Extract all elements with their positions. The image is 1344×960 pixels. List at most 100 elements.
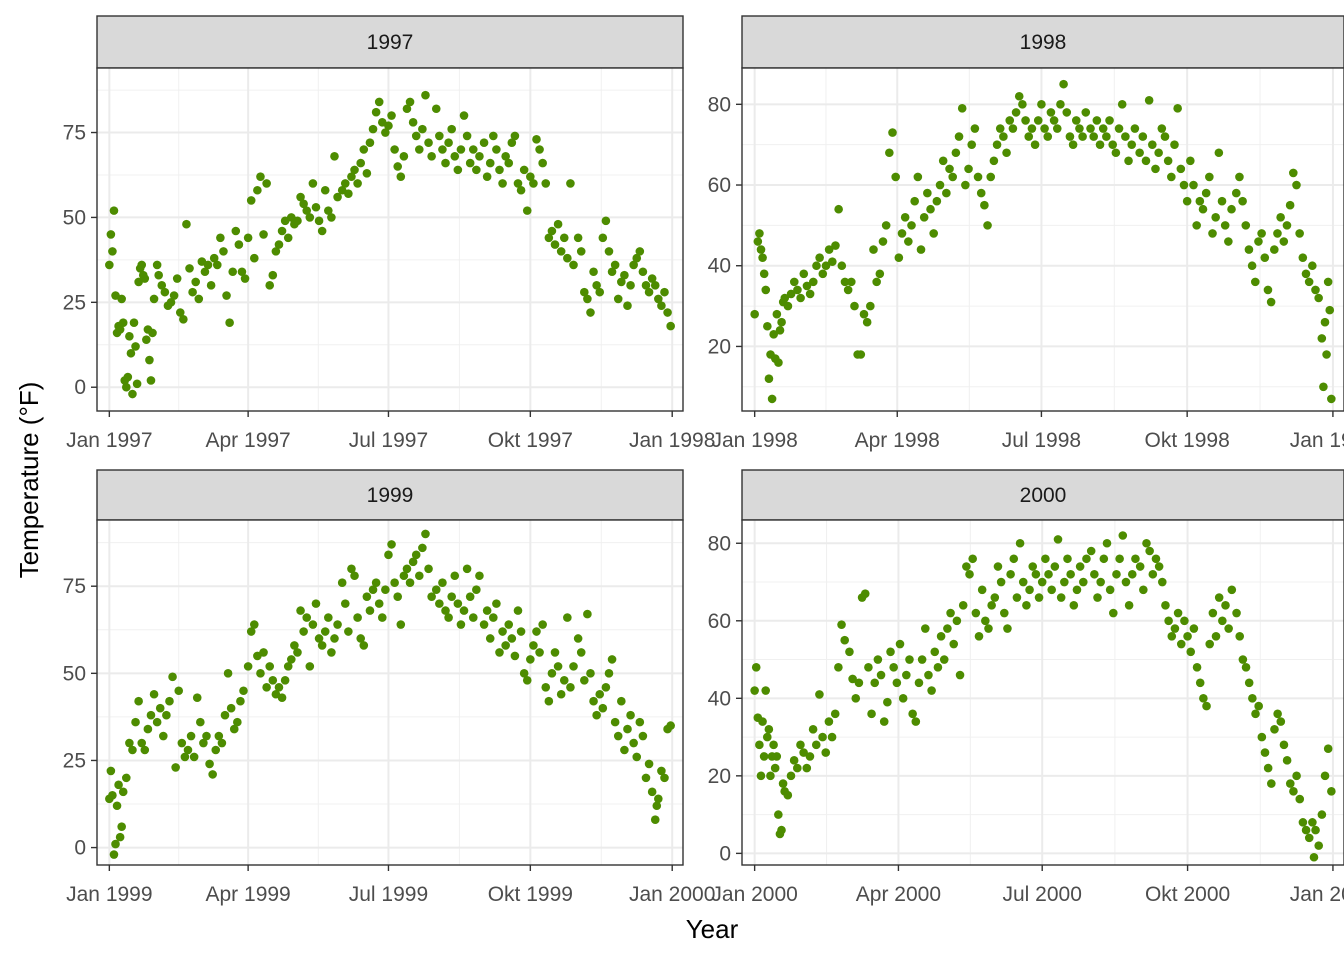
data-point <box>1241 221 1251 230</box>
data-point <box>149 294 159 304</box>
data-point <box>1195 196 1205 206</box>
data-point <box>607 655 617 664</box>
data-point <box>1034 593 1044 602</box>
data-point <box>1176 164 1186 174</box>
data-point <box>1124 156 1133 166</box>
data-point <box>489 613 498 622</box>
data-point <box>848 674 857 684</box>
data-point <box>854 678 864 688</box>
data-point <box>507 138 517 148</box>
data-point <box>519 669 529 678</box>
data-point <box>237 267 247 277</box>
data-point <box>772 752 782 761</box>
data-point <box>663 308 672 317</box>
data-point <box>526 172 535 181</box>
data-point <box>1066 569 1075 579</box>
data-point <box>118 787 128 797</box>
data-point <box>538 620 547 629</box>
data-point <box>756 245 766 254</box>
data-point <box>766 771 775 781</box>
x-tick-label: Jan 1999 <box>66 883 152 906</box>
data-point <box>989 156 999 166</box>
data-point <box>277 693 287 703</box>
data-point <box>1127 140 1137 149</box>
data-point <box>265 662 275 671</box>
data-point <box>152 260 162 270</box>
data-point <box>951 148 961 158</box>
data-point <box>501 151 510 161</box>
data-point <box>644 759 654 769</box>
data-point <box>1044 569 1053 579</box>
x-tick-label: Jan 1999 <box>1290 429 1344 452</box>
data-point <box>226 703 236 713</box>
data-point <box>592 710 601 720</box>
data-point <box>867 709 876 719</box>
data-point <box>1151 554 1161 564</box>
data-point <box>650 815 660 824</box>
data-point <box>821 748 831 757</box>
data-point <box>1250 277 1260 287</box>
data-point <box>638 731 648 741</box>
data-point <box>283 233 293 243</box>
data-point <box>904 237 913 246</box>
data-point <box>175 308 185 317</box>
data-point <box>547 226 557 236</box>
data-point <box>1311 285 1320 295</box>
data-point <box>271 247 281 256</box>
data-point <box>1002 148 1011 158</box>
data-point <box>165 696 174 706</box>
data-point <box>958 600 968 610</box>
data-point <box>405 97 415 107</box>
data-point <box>333 620 342 629</box>
data-point <box>1043 132 1053 141</box>
data-point <box>411 131 421 141</box>
data-point <box>353 613 362 622</box>
data-point <box>183 745 193 755</box>
data-point <box>308 620 318 629</box>
data-point <box>1309 852 1319 862</box>
data-point <box>482 606 492 615</box>
data-point <box>573 634 583 643</box>
data-point <box>408 557 418 567</box>
data-point <box>769 330 778 339</box>
data-point <box>1183 631 1192 641</box>
data-point <box>359 145 369 154</box>
data-point <box>453 599 463 608</box>
data-point <box>595 287 605 297</box>
data-point <box>601 682 611 692</box>
data-point <box>327 648 336 657</box>
data-point <box>837 261 847 271</box>
data-point <box>393 162 403 171</box>
data-point <box>320 627 330 636</box>
facet-strip <box>741 469 1344 521</box>
data-point <box>217 738 227 748</box>
data-point <box>761 285 771 295</box>
data-point <box>501 641 510 650</box>
facet-strip-label: 1997 <box>367 31 414 54</box>
data-point <box>1327 787 1336 796</box>
data-point <box>182 219 191 229</box>
data-point <box>638 267 648 277</box>
data-point <box>632 253 642 263</box>
data-point <box>1322 350 1331 359</box>
x-axis-title: Year <box>686 914 739 944</box>
data-point <box>1227 585 1237 595</box>
data-point <box>262 682 271 692</box>
data-point <box>595 689 605 699</box>
data-point <box>1028 562 1038 571</box>
data-point <box>759 752 769 761</box>
data-point <box>340 179 350 188</box>
data-point <box>444 613 453 622</box>
data-point <box>280 676 290 685</box>
data-point <box>898 694 908 703</box>
data-point <box>109 850 119 859</box>
data-point <box>522 676 532 685</box>
data-point <box>1189 180 1198 190</box>
data-point <box>1015 538 1025 548</box>
data-point <box>179 315 188 324</box>
data-point <box>789 756 799 765</box>
data-point <box>479 138 489 148</box>
data-point <box>772 309 782 319</box>
data-point <box>362 168 372 178</box>
data-point <box>459 606 469 615</box>
